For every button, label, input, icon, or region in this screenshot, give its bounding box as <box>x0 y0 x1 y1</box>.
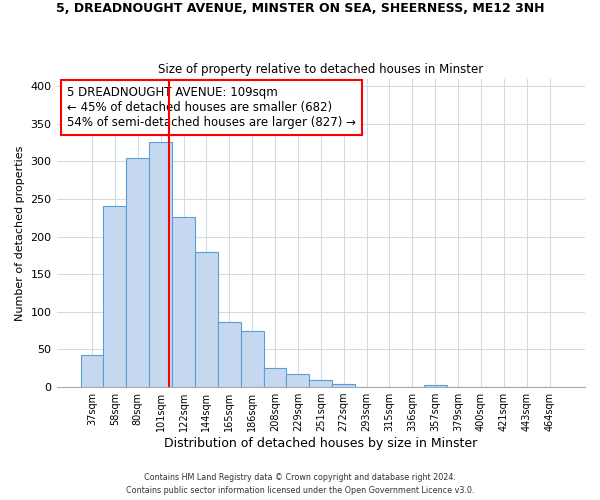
Text: Contains HM Land Registry data © Crown copyright and database right 2024.
Contai: Contains HM Land Registry data © Crown c… <box>126 474 474 495</box>
Text: 5 DREADNOUGHT AVENUE: 109sqm
← 45% of detached houses are smaller (682)
54% of s: 5 DREADNOUGHT AVENUE: 109sqm ← 45% of de… <box>67 86 356 130</box>
Bar <box>241 332 263 387</box>
Bar <box>127 158 149 387</box>
Text: 5, DREADNOUGHT AVENUE, MINSTER ON SEA, SHEERNESS, ME12 3NH: 5, DREADNOUGHT AVENUE, MINSTER ON SEA, S… <box>56 2 544 16</box>
Bar <box>286 374 310 387</box>
Bar <box>172 217 195 387</box>
Y-axis label: Number of detached properties: Number of detached properties <box>15 145 25 320</box>
X-axis label: Distribution of detached houses by size in Minster: Distribution of detached houses by size … <box>164 437 478 450</box>
Bar <box>80 356 103 387</box>
Bar <box>263 368 286 387</box>
Bar <box>332 384 355 387</box>
Bar <box>195 252 218 387</box>
Bar <box>218 322 241 387</box>
Title: Size of property relative to detached houses in Minster: Size of property relative to detached ho… <box>158 63 484 76</box>
Bar <box>310 380 332 387</box>
Bar <box>424 385 446 387</box>
Bar <box>149 142 172 387</box>
Bar <box>103 206 127 387</box>
